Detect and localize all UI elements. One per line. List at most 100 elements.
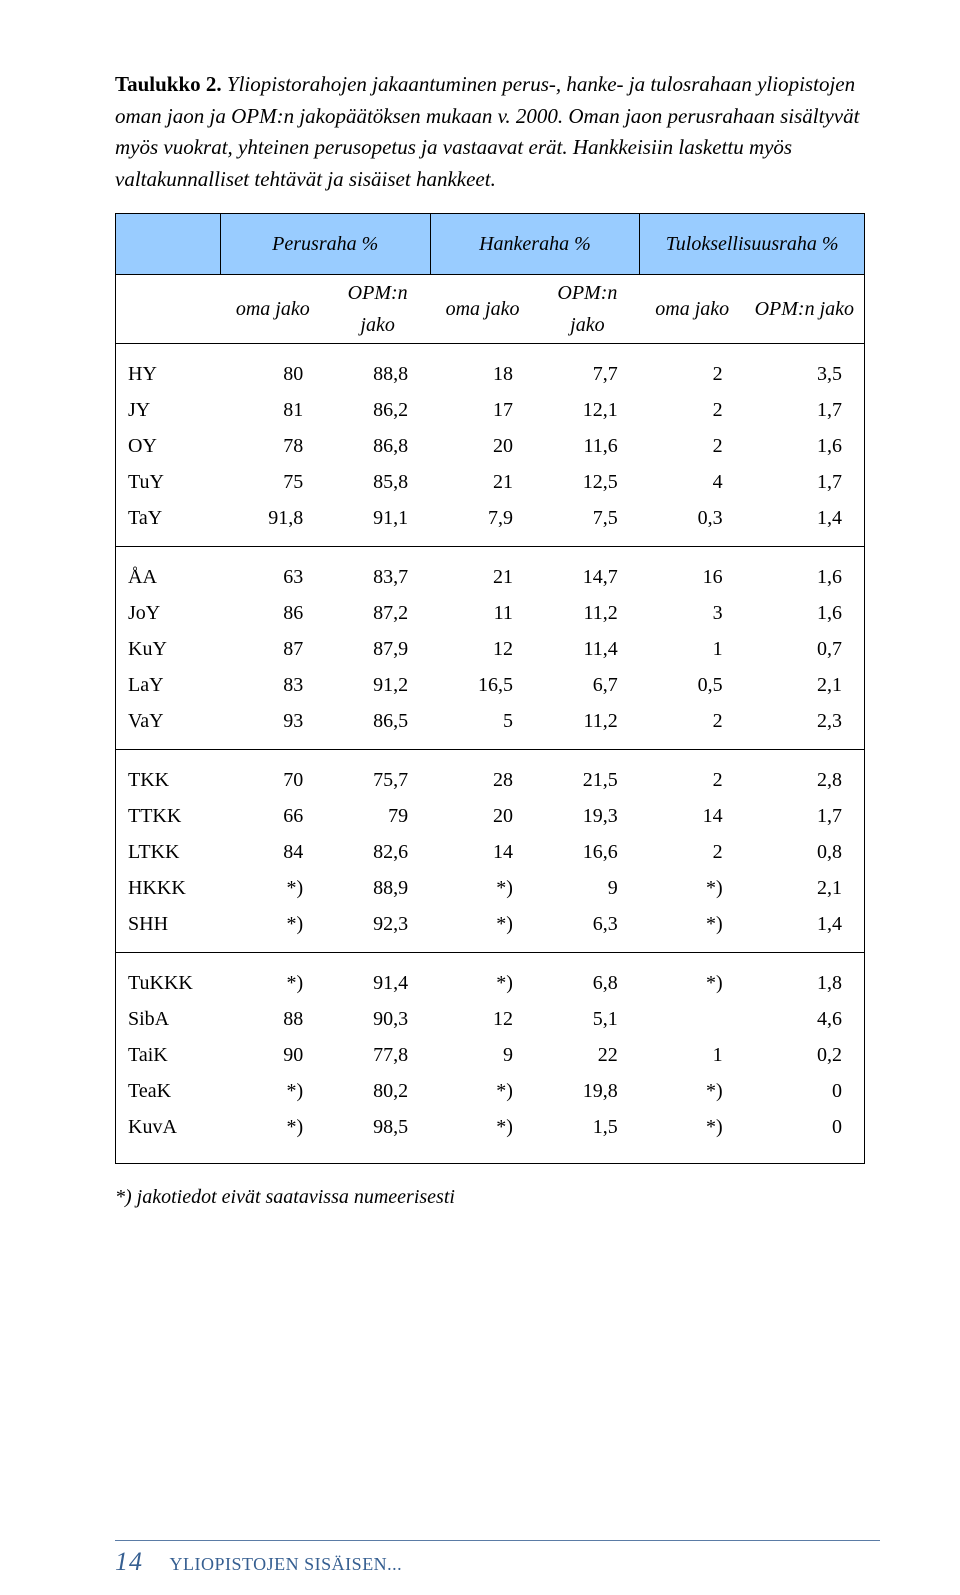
table-row: TTKK66792019,3141,7: [116, 798, 865, 834]
cell: 1,8: [745, 953, 865, 1002]
cell: *): [220, 870, 325, 906]
cell: 2,1: [745, 870, 865, 906]
cell: 7,5: [535, 500, 640, 547]
page: Taulukko 2. Yliopistorahojen jakaantumin…: [0, 0, 960, 1595]
cell: 0: [745, 1073, 865, 1109]
row-label: TuY: [116, 464, 221, 500]
subheader-blank: [116, 275, 221, 344]
cell: 91,1: [325, 500, 430, 547]
cell: 16,6: [535, 834, 640, 870]
cell: 86,2: [325, 392, 430, 428]
row-label: TKK: [116, 750, 221, 799]
cell: *): [220, 1073, 325, 1109]
cell: 2,8: [745, 750, 865, 799]
cell: 3: [640, 595, 745, 631]
table-row: TaY91,891,17,97,50,31,4: [116, 500, 865, 547]
cell: 6,7: [535, 667, 640, 703]
cell: 3,5: [745, 344, 865, 393]
subheader: OPM:n jako: [325, 275, 430, 344]
table-row: SHH*)92,3*)6,3*)1,4: [116, 906, 865, 953]
cell: *): [430, 870, 535, 906]
cell: *): [640, 953, 745, 1002]
cell: 80,2: [325, 1073, 430, 1109]
row-label: TaY: [116, 500, 221, 547]
group-header: Tuloksellisuusraha %: [640, 214, 865, 275]
cell: 1,6: [745, 428, 865, 464]
cell: 20: [430, 798, 535, 834]
cell: *): [640, 870, 745, 906]
row-label: KuvA: [116, 1109, 221, 1164]
cell: 17: [430, 392, 535, 428]
table-row: TuY7585,82112,541,7: [116, 464, 865, 500]
table-row: SibA8890,3125,14,6: [116, 1001, 865, 1037]
table-row: HY8088,8187,723,5: [116, 344, 865, 393]
table-row: KuvA*)98,5*)1,5*)0: [116, 1109, 865, 1164]
cell: 16: [640, 547, 745, 596]
cell: 11,2: [535, 703, 640, 750]
cell: 1,7: [745, 464, 865, 500]
cell: 87,2: [325, 595, 430, 631]
cell: 9: [535, 870, 640, 906]
header-corner: [116, 214, 221, 275]
cell: *): [430, 906, 535, 953]
page-footer: 14 YLIOPISTOJEN SISÄISEN...: [0, 1540, 960, 1577]
cell: 75,7: [325, 750, 430, 799]
table-row: HKKK*)88,9*)9*)2,1: [116, 870, 865, 906]
cell: 0,7: [745, 631, 865, 667]
cell: 93: [220, 703, 325, 750]
cell: 66: [220, 798, 325, 834]
cell: 11,4: [535, 631, 640, 667]
cell: 2: [640, 750, 745, 799]
cell: 78: [220, 428, 325, 464]
table-row: JY8186,21712,121,7: [116, 392, 865, 428]
cell: 6,8: [535, 953, 640, 1002]
cell: 87: [220, 631, 325, 667]
cell: 20: [430, 428, 535, 464]
cell: 12: [430, 631, 535, 667]
cell: 80: [220, 344, 325, 393]
cell: 19,8: [535, 1073, 640, 1109]
cell: 79: [325, 798, 430, 834]
row-label: SHH: [116, 906, 221, 953]
cell: *): [640, 1109, 745, 1164]
cell: 2: [640, 344, 745, 393]
cell: 91,8: [220, 500, 325, 547]
cell: 83,7: [325, 547, 430, 596]
row-label: KuY: [116, 631, 221, 667]
cell: 1,7: [745, 392, 865, 428]
row-label: OY: [116, 428, 221, 464]
cell: *): [430, 1109, 535, 1164]
cell: 1,6: [745, 547, 865, 596]
group-header: Hankeraha %: [430, 214, 640, 275]
cell: 7,9: [430, 500, 535, 547]
row-label: TuKKK: [116, 953, 221, 1002]
cell: *): [220, 906, 325, 953]
cell: 9: [430, 1037, 535, 1073]
cell: 90: [220, 1037, 325, 1073]
cell: 1: [640, 631, 745, 667]
cell: 63: [220, 547, 325, 596]
cell: 91,2: [325, 667, 430, 703]
cell: 2: [640, 703, 745, 750]
table-row: VaY9386,5511,222,3: [116, 703, 865, 750]
table-row: ÅA6383,72114,7161,6: [116, 547, 865, 596]
data-table: Perusraha % Hankeraha % Tuloksellisuusra…: [115, 213, 865, 1164]
cell: *): [430, 953, 535, 1002]
cell: 16,5: [430, 667, 535, 703]
table-row: TKK7075,72821,522,8: [116, 750, 865, 799]
footnote: *) jakotiedot eivät saatavissa numeerise…: [115, 1186, 865, 1209]
table-row: TuKKK*)91,4*)6,8*)1,8: [116, 953, 865, 1002]
table-row: LaY8391,216,56,70,52,1: [116, 667, 865, 703]
cell: 98,5: [325, 1109, 430, 1164]
cell: 75: [220, 464, 325, 500]
cell: 7,7: [535, 344, 640, 393]
cell: 14: [640, 798, 745, 834]
caption-italic: Yliopistorahojen jakaantuminen perus-, h…: [115, 72, 859, 191]
cell: 88,9: [325, 870, 430, 906]
cell: 28: [430, 750, 535, 799]
cell: 5: [430, 703, 535, 750]
cell: 4: [640, 464, 745, 500]
table-row: OY7886,82011,621,6: [116, 428, 865, 464]
cell: 11,6: [535, 428, 640, 464]
cell: 92,3: [325, 906, 430, 953]
